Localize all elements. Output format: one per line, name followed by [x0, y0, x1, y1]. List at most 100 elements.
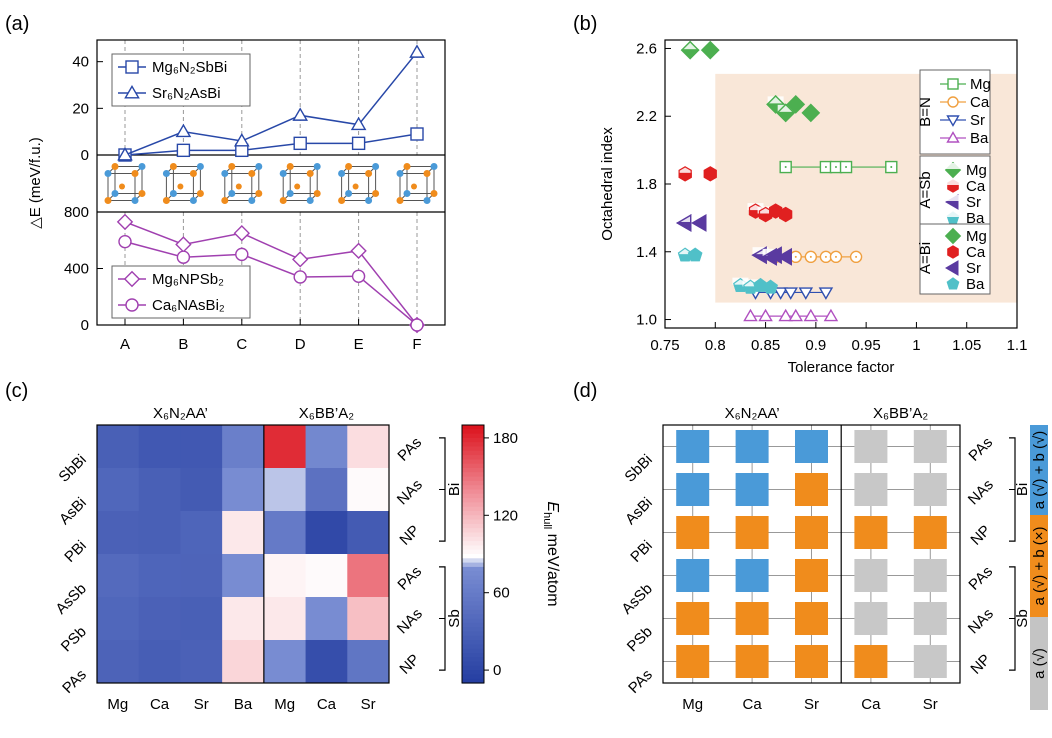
data-point — [778, 308, 793, 322]
colorbar-segment — [462, 592, 484, 598]
colorbar-segment — [462, 536, 484, 542]
y-tick-label: 400 — [64, 261, 89, 278]
atom-dot — [189, 170, 197, 177]
atom-dot — [228, 190, 236, 197]
heatmap-cell — [263, 511, 307, 555]
row-label: PAs — [59, 666, 90, 697]
right-group-label: Sb — [446, 609, 463, 627]
legend-swatch — [1030, 515, 1048, 617]
atom-dot — [131, 197, 139, 204]
colorbar-segment — [462, 661, 484, 667]
matrix-cell — [735, 473, 769, 506]
cell-edge — [282, 173, 311, 201]
data-point — [293, 270, 307, 284]
right-label: NP — [396, 651, 423, 678]
y-tick-label: 40 — [72, 54, 89, 71]
column-label: Sr — [361, 696, 376, 713]
colorbar-segment — [462, 493, 484, 499]
atom-dot — [248, 170, 256, 177]
data-point-center — [845, 166, 848, 169]
atom-dot — [131, 170, 139, 177]
colorbar-segment — [462, 511, 484, 516]
legend-marker — [945, 260, 959, 276]
colorbar-segment — [462, 455, 484, 460]
heatmap-cell — [305, 511, 348, 555]
x-tick-label: D — [295, 336, 306, 353]
matrix-cell — [854, 559, 888, 592]
heatmap-cell — [180, 468, 223, 512]
heatmap-cell — [138, 554, 181, 598]
colorbar-segment — [462, 437, 484, 443]
crystal-structure-icon — [162, 163, 204, 204]
heatmap-cell — [180, 640, 223, 684]
column-group-label: X₆BB’A₂ — [873, 405, 928, 422]
atom-dot — [162, 170, 170, 177]
data-point-halfmask — [677, 247, 694, 255]
colorbar-segment — [462, 579, 484, 585]
legend-label: Ba — [970, 130, 989, 147]
atom-dot — [138, 190, 146, 197]
matrix-cell — [795, 602, 828, 635]
data-point-center — [784, 166, 787, 169]
row-label: AsSb — [618, 580, 655, 617]
x-tick-label: 1 — [912, 337, 920, 354]
crystal-structure-icon — [104, 163, 146, 204]
heatmap-cell — [347, 597, 390, 641]
atom-dot — [430, 190, 438, 197]
data-point — [351, 136, 366, 151]
legend-label: Mg — [970, 76, 991, 93]
heatmap-cell — [347, 511, 390, 555]
legend-marker — [946, 115, 960, 127]
matrix-cell — [676, 645, 710, 678]
x-axis-label: Tolerance factor — [788, 359, 895, 376]
data-point-center — [824, 166, 827, 169]
colorbar-segment — [462, 657, 484, 663]
data-point — [803, 308, 819, 322]
legend-label: Mg₆N₂SbBi — [152, 59, 227, 76]
data-point — [116, 213, 134, 231]
colorbar-segment — [462, 519, 484, 525]
data-point — [117, 147, 133, 161]
legend-label: Sr — [966, 260, 981, 277]
matrix-cell — [854, 430, 888, 463]
data-point-center — [855, 255, 858, 258]
heatmap-cell — [138, 511, 181, 555]
legend-marker — [947, 78, 959, 90]
colorbar-segment — [462, 597, 484, 602]
legend-label: a (√) + b (√) — [1031, 431, 1048, 510]
colorbar-segment — [462, 562, 484, 568]
data-point-halfmask — [747, 203, 764, 211]
atom-dot — [104, 170, 112, 177]
colorbar-tick-label: 0 — [493, 662, 501, 679]
data-point-center — [809, 255, 812, 258]
data-point — [410, 127, 424, 141]
atom-dot — [365, 170, 373, 177]
atom-dot — [338, 170, 346, 177]
atom-dot — [196, 190, 204, 197]
right-group-label: Sb — [1014, 609, 1031, 627]
data-point — [788, 308, 804, 322]
colorbar-segment — [462, 601, 484, 607]
heatmap-cell — [305, 640, 348, 684]
cell-edge — [224, 173, 253, 201]
data-point — [743, 308, 758, 322]
data-point-outline — [766, 94, 786, 114]
crystal-structure-icon — [338, 163, 380, 204]
right-label: NAs — [965, 476, 997, 508]
right-group-label: Bi — [1014, 483, 1031, 496]
panel-label-d: (d) — [573, 380, 597, 402]
colorbar-segment — [462, 463, 484, 469]
matrix-cell — [795, 473, 828, 506]
x-tick-label: 1.05 — [952, 337, 981, 354]
matrix-cell — [676, 430, 710, 463]
matrix-cell — [913, 559, 947, 592]
colorbar-segment — [462, 549, 484, 555]
atom-dot — [313, 163, 321, 170]
legend-marker — [125, 60, 139, 74]
data-point — [233, 224, 250, 242]
row-label: PAs — [625, 666, 656, 697]
colorbar-segment — [462, 584, 484, 589]
right-label: NP — [967, 651, 994, 678]
atom-dot — [306, 170, 314, 177]
